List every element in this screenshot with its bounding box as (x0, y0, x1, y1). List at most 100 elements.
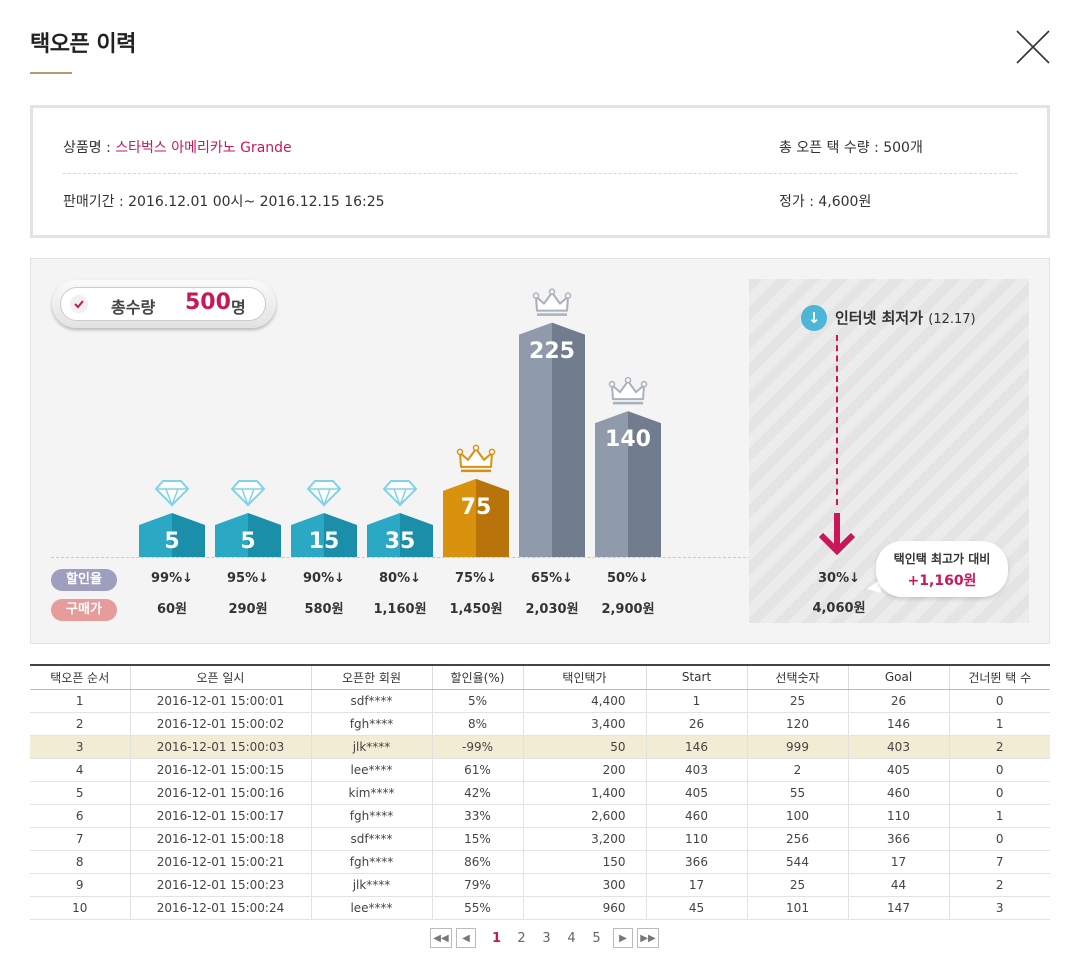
column-header: Goal (847, 664, 949, 690)
table-row[interactable]: 4 2016-12-01 15:00:15 lee**** 61% 200 403 2 405… (30, 758, 1050, 782)
table-cell: 2016-12-01 15:00:01 (129, 689, 311, 713)
first-page-icon[interactable]: ◀◀ (430, 928, 452, 948)
table-cell: 2016-12-01 15:00:21 (129, 850, 311, 874)
table-cell: 0 (948, 827, 1050, 851)
table-cell: 2016-12-01 15:00:03 (129, 735, 311, 759)
table-cell: 1 (645, 689, 747, 713)
table-cell: sdf**** (310, 689, 432, 713)
bubble-value: +1,160원 (907, 573, 977, 589)
internet-date: (12.17) (928, 312, 976, 327)
internet-price: 4,060원 (812, 601, 866, 616)
table-cell: 33% (431, 804, 523, 828)
total-label: 총수량 (111, 298, 156, 317)
table-cell: 366 (847, 827, 949, 851)
table-row[interactable]: 9 2016-12-01 15:00:23 jlk**** 79% 300 17 25 44 2 (30, 873, 1050, 897)
table-cell: 45 (645, 896, 747, 920)
table-row[interactable]: 5 2016-12-01 15:00:16 kim**** 42% 1,400 405 55… (30, 781, 1050, 805)
table-cell: 544 (746, 850, 848, 874)
column-header: 할인율(%) (431, 664, 523, 690)
purchase-price-cell: 2,900원 (601, 602, 655, 617)
table-cell: jlk**** (310, 873, 432, 897)
last-page-icon[interactable]: ▶▶ (637, 928, 659, 948)
internet-lowest-price-box: ↓ 인터넷 최저가 (12.17) 30%↓ 4,060원 택인택 최고가 대비… (749, 279, 1029, 623)
discount-rate-cell: 99%↓ (150, 571, 193, 586)
table-cell: 110 (847, 804, 949, 828)
table-cell: kim**** (310, 781, 432, 805)
table-cell: 4,400 (522, 689, 646, 713)
prev-page-icon[interactable]: ◀ (456, 928, 476, 948)
crown-icon (456, 444, 496, 473)
page-number-link[interactable]: 3 (542, 930, 551, 946)
sale-period: 판매기간 : 2016.12.01 00시~ 2016.12.15 16:25 (63, 194, 385, 210)
table-row[interactable]: 3 2016-12-01 15:00:03 jlk**** -99% 50 146 999 4… (30, 735, 1050, 759)
purchase-price-cell: 2,030원 (525, 602, 579, 617)
bar-face-right (248, 513, 281, 557)
page-number-link[interactable]: 1 (491, 930, 502, 946)
purchase-price-cell: 290원 (228, 602, 268, 617)
crown-icon (608, 376, 648, 405)
page-number-link[interactable]: 5 (592, 930, 601, 946)
table-row[interactable]: 6 2016-12-01 15:00:17 fgh**** 33% 2,600 460 10… (30, 804, 1050, 828)
table-row[interactable]: 8 2016-12-01 15:00:21 fgh**** 86% 150 366 544 1… (30, 850, 1050, 874)
table-cell: 2016-12-01 15:00:24 (129, 896, 311, 920)
table-cell: 8% (431, 712, 523, 736)
table-header-row: 택오픈 순서 오픈 일시 오픈한 회원 할인율(%) 택인택가 Start 선택숫자 Goal… (30, 664, 1050, 690)
table-row[interactable]: 2 2016-12-01 15:00:02 fgh**** 8% 3,400 26 120 1… (30, 712, 1050, 736)
purchase-price-cell: 580원 (304, 602, 344, 617)
total-quantity-pill: 총수량 500 명 (52, 280, 276, 328)
table-cell: 2 (30, 712, 130, 736)
diamond-icon (230, 480, 266, 508)
next-page-icon[interactable]: ▶ (613, 928, 633, 948)
table-cell: lee**** (310, 758, 432, 782)
table-row[interactable]: 7 2016-12-01 15:00:18 sdf**** 15% 3,200 110 25… (30, 827, 1050, 851)
table-cell: 147 (847, 896, 949, 920)
crown-icon (532, 288, 572, 316)
bar-face-left (519, 322, 552, 557)
table-cell: 101 (746, 896, 848, 920)
bar-2 (215, 513, 281, 557)
bar-5 (443, 478, 509, 557)
column-header: 택오픈 순서 (30, 664, 130, 690)
check-icon (70, 295, 88, 313)
discount-rate-cell: 65%↓ (530, 571, 573, 586)
table-cell: sdf**** (310, 827, 432, 851)
page-number-link[interactable]: 4 (567, 930, 576, 946)
purchase-price-cell: 1,160원 (373, 602, 427, 617)
table-cell: 2,600 (522, 804, 646, 828)
table-cell: 120 (746, 712, 848, 736)
table-cell: 55% (431, 896, 523, 920)
table-cell: 2 (948, 873, 1050, 897)
bar-face-left (139, 513, 172, 557)
product-name: 스타벅스 아메리카노 Grande (115, 139, 292, 156)
table-cell: 3 (30, 735, 130, 759)
table-cell: 44 (847, 873, 949, 897)
table-cell: 3 (948, 896, 1050, 920)
discount-rate-cell: 50%↓ (606, 571, 649, 586)
bar-face-left (595, 411, 628, 557)
diamond-icon (154, 480, 190, 508)
bar-face-right (172, 513, 205, 557)
close-icon[interactable] (1014, 28, 1052, 66)
internet-lowest-title: 인터넷 최저가 (12.17) (835, 307, 976, 328)
arrow-down-icon: ↓ (801, 305, 827, 331)
table-cell: 2 (948, 735, 1050, 759)
info-row-product: 상품명 : 스타벅스 아메리카노 Grande 총 오픈 택 수량 : 500개 (63, 120, 1017, 174)
table-cell: 3,200 (522, 827, 646, 851)
table-row[interactable]: 1 2016-12-01 15:00:01 sdf**** 5% 4,400 1 25 26 0 (30, 689, 1050, 713)
info-row-period: 판매기간 : 2016.12.01 00시~ 2016.12.15 16:25 … (63, 174, 1017, 228)
dashed-guide-line (836, 335, 838, 505)
table-cell: 5% (431, 689, 523, 713)
bar-1 (139, 513, 205, 557)
bar-face-right (476, 478, 509, 557)
discount-rate-cell: 75%↓ (454, 571, 497, 586)
column-header: 선택숫자 (746, 664, 848, 690)
table-cell: 403 (645, 758, 747, 782)
total-quantity-inner: 총수량 500 명 (60, 287, 266, 321)
table-cell: 8 (30, 850, 130, 874)
table-cell: 0 (948, 758, 1050, 782)
table-row[interactable]: 10 2016-12-01 15:00:24 lee**** 55% 960 45 101 1… (30, 896, 1050, 920)
product-label: 상품명 : (63, 139, 116, 156)
table-cell: 405 (645, 781, 747, 805)
page-number-link[interactable]: 2 (517, 930, 526, 946)
